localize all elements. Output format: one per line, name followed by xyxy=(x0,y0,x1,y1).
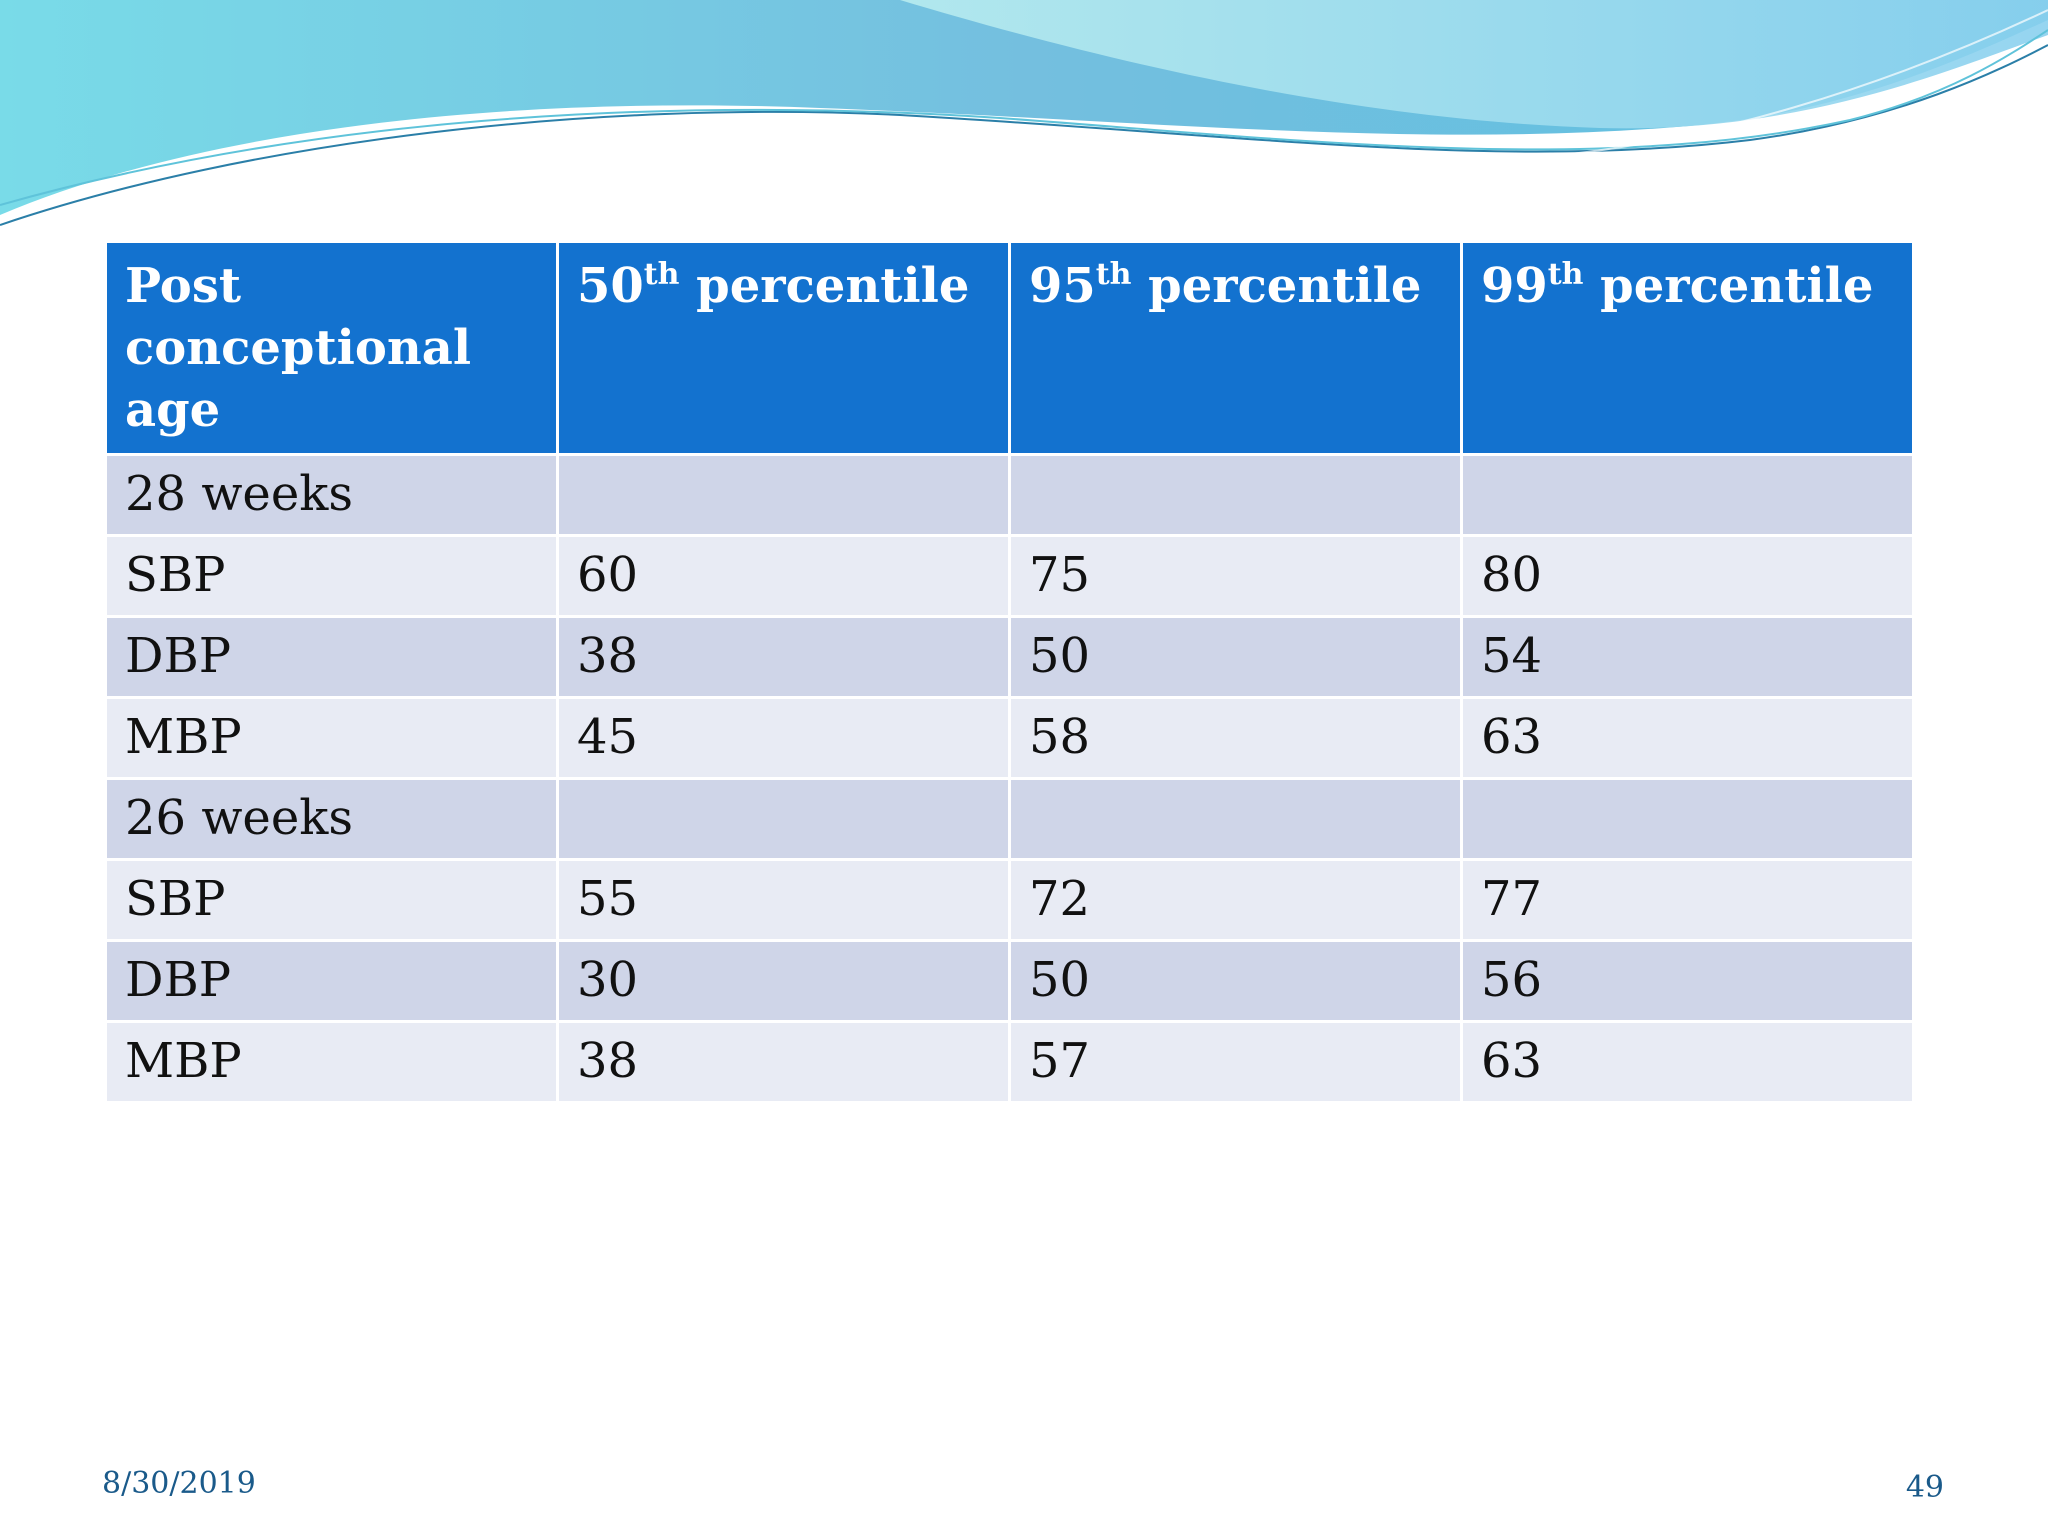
table-row: SBP 60 75 80 xyxy=(104,534,1915,618)
decorative-wave-banner xyxy=(0,0,2048,226)
row-label: DBP xyxy=(104,939,559,1023)
header-suffix: th xyxy=(1095,257,1132,292)
bp-percentile-table-container: Post conceptional age 50th percentile 95… xyxy=(104,240,1915,1104)
row-label: DBP xyxy=(104,615,559,699)
header-suffix: th xyxy=(1547,257,1584,292)
row-label: 28 weeks xyxy=(104,453,559,537)
cell-99th xyxy=(1460,453,1915,537)
header-95th-percentile: 95th percentile xyxy=(1008,240,1463,456)
table-row: MBP 38 57 63 xyxy=(104,1020,1915,1104)
cell-99th: 80 xyxy=(1460,534,1915,618)
header-post-conceptional-age: Post conceptional age xyxy=(104,240,559,456)
cell-99th: 77 xyxy=(1460,858,1915,942)
footer-date: 8/30/2019 xyxy=(102,1466,256,1501)
cell-95th xyxy=(1008,453,1463,537)
header-label: Post conceptional age xyxy=(125,258,472,438)
cell-95th: 72 xyxy=(1008,858,1463,942)
table-row: MBP 45 58 63 xyxy=(104,696,1915,780)
row-label: MBP xyxy=(104,696,559,780)
cell-99th: 63 xyxy=(1460,1020,1915,1104)
cell-95th xyxy=(1008,777,1463,861)
header-label: percentile xyxy=(1131,258,1422,314)
cell-50th: 38 xyxy=(556,1020,1011,1104)
table-row: 28 weeks xyxy=(104,453,1915,537)
row-label: SBP xyxy=(104,534,559,618)
row-label: 26 weeks xyxy=(104,777,559,861)
cell-50th: 55 xyxy=(556,858,1011,942)
table-header-row: Post conceptional age 50th percentile 95… xyxy=(104,240,1915,456)
cell-50th: 30 xyxy=(556,939,1011,1023)
header-50th-percentile: 50th percentile xyxy=(556,240,1011,456)
cell-95th: 57 xyxy=(1008,1020,1463,1104)
header-number: 50 xyxy=(577,258,644,314)
table-row: DBP 38 50 54 xyxy=(104,615,1915,699)
cell-50th xyxy=(556,453,1011,537)
cell-95th: 75 xyxy=(1008,534,1463,618)
table-row: SBP 55 72 77 xyxy=(104,858,1915,942)
table-row: DBP 30 50 56 xyxy=(104,939,1915,1023)
header-label: percentile xyxy=(679,258,970,314)
header-number: 95 xyxy=(1029,258,1096,314)
cell-50th: 60 xyxy=(556,534,1011,618)
cell-99th: 54 xyxy=(1460,615,1915,699)
row-label: SBP xyxy=(104,858,559,942)
bp-percentile-table: Post conceptional age 50th percentile 95… xyxy=(104,240,1915,1104)
table-row: 26 weeks xyxy=(104,777,1915,861)
header-99th-percentile: 99th percentile xyxy=(1460,240,1915,456)
cell-99th xyxy=(1460,777,1915,861)
header-suffix: th xyxy=(643,257,680,292)
cell-95th: 58 xyxy=(1008,696,1463,780)
header-label: percentile xyxy=(1583,258,1874,314)
cell-95th: 50 xyxy=(1008,939,1463,1023)
cell-99th: 63 xyxy=(1460,696,1915,780)
cell-50th: 38 xyxy=(556,615,1011,699)
footer-page-number: 49 xyxy=(1905,1470,1944,1505)
cell-95th: 50 xyxy=(1008,615,1463,699)
header-number: 99 xyxy=(1481,258,1548,314)
row-label: MBP xyxy=(104,1020,559,1104)
cell-50th: 45 xyxy=(556,696,1011,780)
cell-50th xyxy=(556,777,1011,861)
cell-99th: 56 xyxy=(1460,939,1915,1023)
